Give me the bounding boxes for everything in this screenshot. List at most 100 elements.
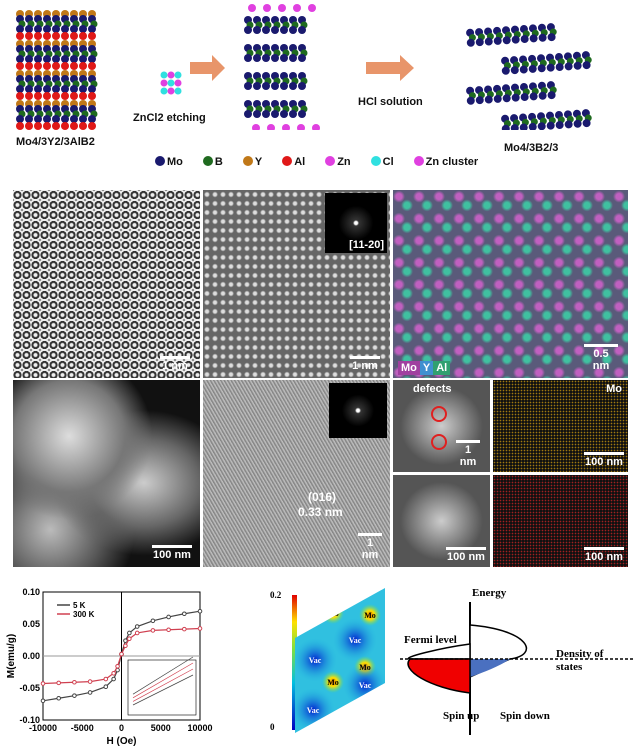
legend-item: Cl bbox=[370, 156, 404, 168]
magnetization-chart: -10000 -5000 0 5000 10000 0.10 0.05 0.00 -0.05 -0… bbox=[6, 587, 213, 747]
data-point bbox=[150, 628, 156, 633]
scale-bar: 0.5 nm bbox=[592, 348, 610, 372]
mo-site bbox=[322, 671, 344, 693]
arrow-icon bbox=[190, 55, 225, 81]
x-tick-label: 10000 bbox=[187, 723, 212, 733]
y-tick-label: 0.00 bbox=[22, 651, 40, 661]
precursor-label: Mo4/3Y2/3AlB2 bbox=[16, 136, 95, 148]
data-point bbox=[150, 618, 156, 624]
site-label: Vac bbox=[309, 656, 322, 665]
colorbar bbox=[292, 595, 297, 730]
spin-up-label: Spin up bbox=[443, 710, 480, 722]
inset-line bbox=[132, 668, 194, 702]
inset-line bbox=[132, 656, 194, 695]
data-point bbox=[134, 630, 140, 636]
data-point bbox=[103, 684, 109, 690]
charge-density-map: Mo Mo Vac Vac Mo Mo Vac Vac bbox=[292, 588, 385, 733]
y-tick-label: -0.10 bbox=[19, 715, 40, 725]
arrow-icon bbox=[366, 55, 414, 81]
dos-diagram bbox=[400, 602, 635, 735]
eds-map-red: 100 nm bbox=[493, 475, 628, 567]
energy-label: Energy bbox=[472, 587, 507, 599]
legend-item: Zn bbox=[325, 156, 360, 168]
atom-legend: Mo B Y Al Zn Cl Zn cluster bbox=[155, 156, 498, 168]
data-point bbox=[87, 679, 93, 684]
data-point bbox=[182, 626, 187, 632]
data-point bbox=[72, 679, 77, 685]
x-tick-label: 5000 bbox=[151, 723, 171, 733]
data-point bbox=[111, 670, 116, 676]
x-tick-label: -10000 bbox=[29, 723, 57, 733]
hrtem-image: (016) 0.33 nm 1 nm bbox=[203, 380, 390, 567]
data-point bbox=[115, 663, 120, 669]
data-point bbox=[166, 627, 171, 633]
eds-map-image: Mo Y Al 0.5 nm bbox=[393, 190, 628, 378]
fft-inset bbox=[329, 383, 387, 438]
data-point bbox=[123, 643, 128, 649]
scale-bar: 1 nm bbox=[162, 360, 188, 372]
x-tick-label: 0 bbox=[119, 723, 124, 733]
x-tick-label: -5000 bbox=[71, 723, 94, 733]
dos-label: Density of bbox=[556, 648, 604, 660]
inset-line bbox=[132, 674, 194, 706]
legend-label: 300 K bbox=[73, 610, 95, 619]
fft-inset: [11-20] bbox=[325, 193, 387, 253]
data-point bbox=[72, 693, 77, 698]
spin-up-filled bbox=[407, 658, 471, 694]
scale-bar: 1 nm bbox=[352, 360, 378, 372]
data-point bbox=[56, 695, 62, 701]
data-point bbox=[56, 680, 62, 686]
mo-site bbox=[322, 602, 344, 624]
data-point bbox=[87, 690, 93, 695]
scale-bar: 1 nm bbox=[361, 537, 379, 561]
data-point bbox=[197, 608, 203, 614]
synthesis-schematic bbox=[16, 4, 592, 130]
legend-item: Al bbox=[282, 156, 315, 168]
hcl-label: HCl solution bbox=[358, 96, 423, 108]
vacancy-region bbox=[333, 618, 377, 662]
fermi-label: Fermi level bbox=[404, 634, 457, 646]
data-point bbox=[119, 651, 124, 657]
stem-overview-image: 100 nm bbox=[393, 475, 490, 567]
site-label: Mo bbox=[327, 609, 339, 618]
legend-item: B bbox=[202, 156, 233, 168]
y-axis-label: M(emu/g) bbox=[6, 634, 17, 678]
legend-item: Zn cluster bbox=[413, 156, 489, 168]
y-tick-label: 0.10 bbox=[22, 587, 40, 597]
data-point bbox=[40, 681, 46, 686]
site-label: Mo bbox=[359, 663, 371, 672]
data-point bbox=[166, 614, 171, 620]
y-tick-label: 0.05 bbox=[22, 619, 40, 629]
data-point bbox=[103, 676, 109, 682]
vacancy-region bbox=[295, 638, 337, 682]
site-label: Vac bbox=[349, 636, 362, 645]
data-point bbox=[123, 638, 128, 643]
defect-image: defects 1 nm bbox=[393, 380, 490, 472]
data-point bbox=[111, 676, 116, 682]
defect-circle bbox=[431, 406, 447, 422]
mo-eds-map: Mo 100 nm bbox=[493, 380, 628, 472]
site-label: Mo bbox=[364, 611, 376, 620]
site-label: Vac bbox=[307, 706, 320, 715]
abf-stem-image: [11-20] 1 nm bbox=[203, 190, 390, 378]
data-point bbox=[182, 611, 187, 617]
legend-label: 5 K bbox=[73, 601, 86, 610]
site-label: Vac bbox=[359, 681, 372, 690]
inset-line bbox=[132, 662, 194, 699]
inset-plot bbox=[127, 659, 197, 716]
spin-down-filled bbox=[470, 659, 510, 677]
x-axis-label: H (Oe) bbox=[107, 736, 137, 747]
legend-item: Y bbox=[242, 156, 272, 168]
data-point bbox=[127, 636, 132, 642]
y-tick-label: -0.05 bbox=[19, 683, 40, 693]
defect-circle bbox=[431, 434, 447, 450]
data-point bbox=[134, 624, 140, 629]
product-label: Mo4/3B2/3 bbox=[504, 142, 559, 154]
etching-label: ZnCl2 etching bbox=[133, 112, 206, 124]
scale-bar: 100 nm bbox=[153, 549, 191, 561]
data-point bbox=[40, 698, 46, 704]
site-label: Mo bbox=[327, 678, 339, 687]
spin-down-label: Spin down bbox=[500, 710, 550, 722]
colorbar-max: 0.2 bbox=[270, 590, 282, 600]
legend-item: Mo bbox=[155, 156, 193, 168]
